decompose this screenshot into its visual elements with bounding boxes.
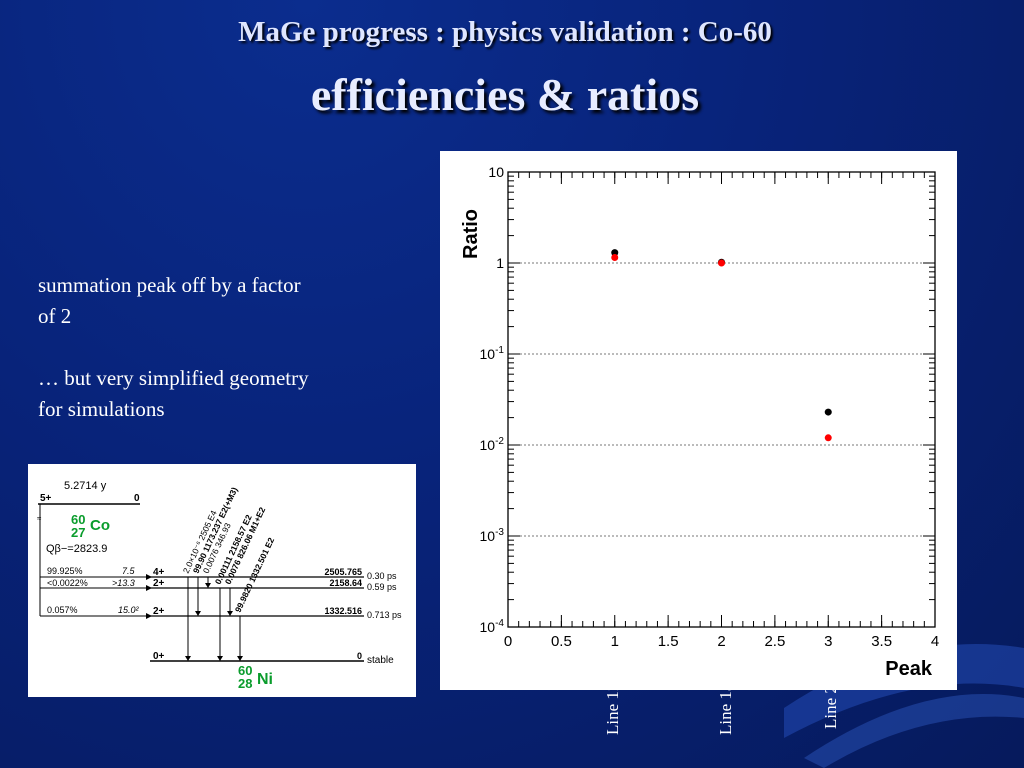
y-tick-label: 10: [488, 164, 504, 180]
body-paragraph-1: summation peak off by a factor of 2: [38, 273, 301, 328]
axis-break-mark: ≈: [37, 514, 42, 523]
plot-frame: [507, 171, 936, 628]
branch-intensity-2: <0.0022%: [47, 578, 88, 588]
peak-label-1333: Line 1333: [716, 665, 735, 735]
parent-energy: 0: [134, 493, 140, 504]
data-point-series-2: [824, 434, 832, 442]
level-spin-4: 0+: [153, 651, 165, 662]
decay-scheme-panel: 5.2714 y 5+ 0 ≈ 60 27 Co Qβ−=2823.9 99.9…: [28, 464, 416, 697]
x-tick-label: 1.5: [658, 633, 679, 650]
daughter-z: 28: [238, 676, 252, 691]
peak-label-2506: Line 2506: [821, 659, 840, 729]
level-spin-2: 2+: [153, 578, 165, 589]
data-point-series-2: [718, 259, 725, 267]
level-energy-4: 0: [357, 651, 362, 661]
ratio-plot-panel: 10 1 10-1 10-2 10-3 10-4 0 0.5 1 1.5 2 2.5 3 3.5 4 Ra…: [440, 151, 957, 690]
parent-mass: 60: [71, 512, 85, 527]
level-lifetime-4: stable: [367, 655, 394, 666]
level-energy-3: 1332.516: [324, 606, 362, 616]
peak-label-1173: Line 1173: [603, 666, 622, 735]
x-tick-label: 3: [824, 633, 832, 650]
parent-halflife: 5.2714 y: [64, 480, 107, 492]
parent-z: 27: [71, 525, 85, 540]
daughter-symbol: Ni: [257, 671, 273, 688]
branch-logft-1: 7.5: [122, 566, 136, 576]
slide-body: summation peak off by a factor of 2 … bu…: [38, 270, 318, 425]
y-tick-label: 10-4: [480, 618, 505, 635]
level-lifetime-1: 0.30 ps: [367, 571, 397, 581]
data-point-series-1: [824, 408, 832, 416]
data-point-series-1: [611, 249, 619, 257]
level-spin-3: 2+: [153, 606, 165, 617]
branch-intensity-1: 99.925%: [47, 566, 83, 576]
x-tick-label: 2: [717, 633, 725, 650]
level-spin-1: 4+: [153, 567, 165, 578]
data-point-series-2: [611, 253, 619, 261]
parent-symbol: Co: [90, 517, 110, 534]
x-tick-label: 3.5: [871, 633, 892, 650]
y-axis-label: Ratio: [460, 209, 482, 259]
y-tick-label: 10-2: [480, 436, 505, 453]
y-tick-label: 1: [496, 255, 504, 271]
branch-logft-2: >13.3: [112, 578, 135, 588]
daughter-mass: 60: [238, 663, 252, 678]
branch-intensity-3: 0.057%: [47, 605, 78, 615]
slide-subtitle: efficiencies & ratios: [310, 69, 700, 120]
decorative-swoosh: [784, 644, 1024, 768]
x-tick-label: 2.5: [764, 633, 785, 650]
level-lifetime-2: 0.59 ps: [367, 582, 397, 592]
q-value: Qβ−=2823.9: [46, 543, 107, 555]
level-energy-2: 2158.64: [329, 578, 362, 588]
x-tick-label: 1: [611, 633, 619, 650]
y-tick-label: 10-1: [480, 345, 505, 362]
decay-scheme: 5.2714 y 5+ 0 ≈ 60 27 Co Qβ−=2823.9 99.9…: [37, 480, 402, 691]
x-tick-label: 0: [504, 633, 512, 650]
ratio-plot: 10 1 10-1 10-2 10-3 10-4 0 0.5 1 1.5 2 2.5 3 3.5 4 Ra…: [460, 164, 939, 680]
branch-logft-3: 15.0²: [118, 605, 140, 615]
parent-spin: 5+: [40, 493, 52, 504]
x-tick-label: 0.5: [551, 633, 572, 650]
slide-title: MaGe progress : physics validation : Co-…: [238, 16, 772, 48]
y-tick-label: 10-3: [480, 527, 505, 544]
body-paragraph-2: … but very simplified geometry for simul…: [38, 366, 309, 421]
level-energy-1: 2505.765: [324, 567, 362, 577]
x-tick-label: 4: [931, 633, 939, 650]
level-lifetime-3: 0.713 ps: [367, 610, 402, 620]
x-axis-label: Peak: [885, 658, 933, 680]
